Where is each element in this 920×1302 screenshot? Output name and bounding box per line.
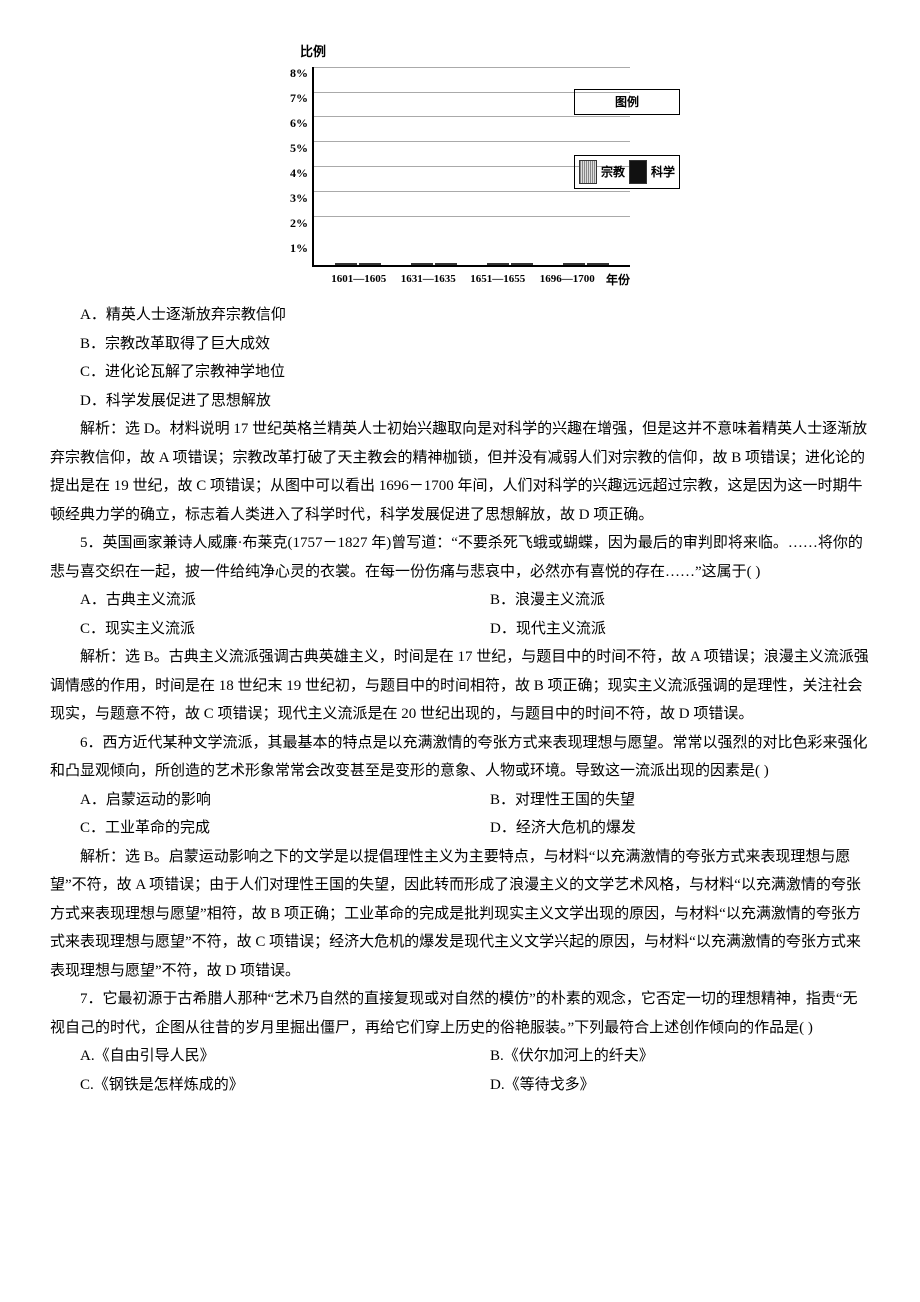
bar-science bbox=[359, 263, 381, 265]
q7-option-d: D.《等待戈多》 bbox=[460, 1071, 870, 1100]
q6-stem: 6．西方近代某种文学流派，其最基本的特点是以充满激情的夸张方式来表现理想与愿望。… bbox=[50, 729, 870, 786]
q6-explanation: 解析：选 B。启蒙运动影响之下的文学是以提倡理性主义为主要特点，与材料“以充满激… bbox=[50, 843, 870, 986]
legend-label-science: 科学 bbox=[651, 161, 675, 184]
y-tick: 4% bbox=[290, 167, 308, 192]
q7-stem: 7．它最初源于古希腊人那种“艺术乃自然的直接复现或对自然的模仿”的朴素的观念，它… bbox=[50, 985, 870, 1042]
x-tick: 1601—1605 bbox=[324, 269, 394, 292]
q5-option-d: D．现代主义流派 bbox=[460, 615, 870, 644]
q7-option-b: B.《伏尔加河上的纤夫》 bbox=[460, 1042, 870, 1071]
y-axis-title: 比例 bbox=[300, 40, 630, 65]
x-tick: 1631—1635 bbox=[394, 269, 464, 292]
q5-option-b: B．浪漫主义流派 bbox=[460, 586, 870, 615]
q4-option-c: C．进化论瓦解了宗教神学地位 bbox=[50, 358, 870, 387]
q6-option-a: A．启蒙运动的影响 bbox=[50, 786, 460, 815]
y-tick: 5% bbox=[290, 142, 308, 167]
q5-stem: 5．英国画家兼诗人威廉·布莱克(1757－1827 年)曾写道：“不要杀死飞蛾或… bbox=[50, 529, 870, 586]
y-tick: 2% bbox=[290, 217, 308, 242]
bar-science bbox=[511, 263, 533, 265]
q7-option-a: A.《自由引导人民》 bbox=[50, 1042, 460, 1071]
legend-swatch-science bbox=[629, 160, 647, 184]
y-tick: 6% bbox=[290, 117, 308, 142]
q5-explanation: 解析：选 B。古典主义流派强调古典英雄主义，时间是在 17 世纪，与题目中的时间… bbox=[50, 643, 870, 729]
y-tick: 7% bbox=[290, 92, 308, 117]
x-tick: 1696—1700 bbox=[533, 269, 603, 292]
bar-science bbox=[587, 263, 609, 265]
bar-group bbox=[472, 263, 548, 265]
bar-religion bbox=[487, 263, 509, 265]
x-axis-title: 年份 bbox=[606, 269, 630, 292]
q6-option-b: B．对理性王国的失望 bbox=[460, 786, 870, 815]
legend-title: 图例 bbox=[574, 89, 680, 116]
y-tick: 3% bbox=[290, 192, 308, 217]
q6-option-d: D．经济大危机的爆发 bbox=[460, 814, 870, 843]
bar-science bbox=[435, 263, 457, 265]
legend: 图例 宗教 科学 bbox=[574, 89, 680, 190]
q6-option-c: C．工业革命的完成 bbox=[50, 814, 460, 843]
bar-religion bbox=[411, 263, 433, 265]
q7-option-c: C.《钢铁是怎样炼成的》 bbox=[50, 1071, 460, 1100]
bar-group bbox=[396, 263, 472, 265]
bar-religion bbox=[563, 263, 585, 265]
x-tick: 1651—1655 bbox=[463, 269, 533, 292]
legend-label-religion: 宗教 bbox=[601, 161, 625, 184]
bar-group bbox=[548, 263, 624, 265]
q4-explanation: 解析：选 D。材料说明 17 世纪英格兰精英人士初始兴趣取向是对科学的兴趣在增强… bbox=[50, 415, 870, 529]
q4-option-a: A．精英人士逐渐放弃宗教信仰 bbox=[50, 301, 870, 330]
bar-group bbox=[320, 263, 396, 265]
bar-religion bbox=[335, 263, 357, 265]
y-tick: 1% bbox=[290, 242, 308, 267]
q5-option-a: A．古典主义流派 bbox=[50, 586, 460, 615]
q4-option-b: B．宗教改革取得了巨大成效 bbox=[50, 330, 870, 359]
x-axis: 1601—1605 1631—1635 1651—1655 1696—1700 … bbox=[324, 269, 630, 292]
y-axis: 8% 7% 6% 5% 4% 3% 2% 1% bbox=[290, 67, 312, 267]
legend-swatch-religion bbox=[579, 160, 597, 184]
q4-option-d: D．科学发展促进了思想解放 bbox=[50, 387, 870, 416]
q5-option-c: C．现实主义流派 bbox=[50, 615, 460, 644]
y-tick: 8% bbox=[290, 67, 308, 92]
chart: 比例 8% 7% 6% 5% 4% 3% 2% 1% 图例 宗教 科学 bbox=[290, 40, 630, 291]
